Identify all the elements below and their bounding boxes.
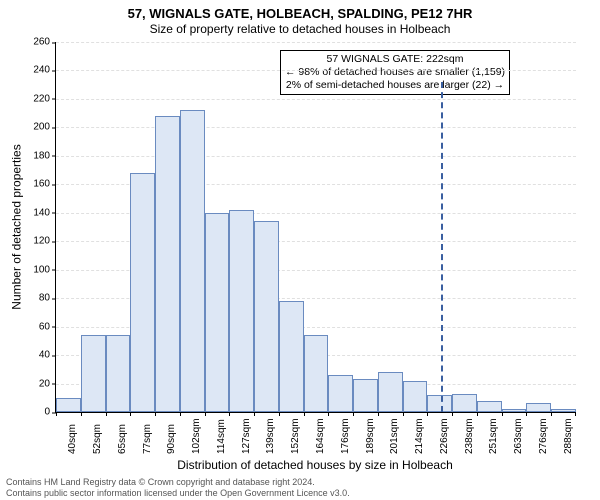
x-tick-mark [304,412,305,416]
plot-area: 57 WIGNALS GATE: 222sqm ← 98% of detache… [55,42,576,413]
y-tick: 120 [20,236,56,247]
x-tick-mark [254,412,255,416]
x-tick-mark [378,412,379,416]
histogram-bar [551,409,576,412]
histogram-bar [477,401,502,412]
annotation-line2: ← 98% of detached houses are smaller (1,… [285,66,505,79]
x-tick-mark [328,412,329,416]
y-axis-label-text: Number of detached properties [10,144,24,309]
y-tick: 160 [20,179,56,190]
grid-line [56,99,576,100]
histogram-bar [229,210,254,412]
x-tick: 65sqm [115,424,128,454]
x-tick-mark [205,412,206,416]
x-tick: 263sqm [511,418,524,454]
chart-wrap: 57, WIGNALS GATE, HOLBEACH, SPALDING, PE… [0,0,600,500]
histogram-bar [205,213,230,412]
x-tick: 139sqm [263,418,276,454]
histogram-bar [526,403,551,412]
x-tick-mark [427,412,428,416]
y-tick: 140 [20,207,56,218]
histogram-bar [427,395,452,412]
grid-line [56,70,576,71]
x-tick-mark [477,412,478,416]
x-tick-mark [155,412,156,416]
y-tick: 240 [20,65,56,76]
y-tick: 40 [20,350,56,361]
annotation-line1: 57 WIGNALS GATE: 222sqm [285,53,505,66]
histogram-bar [353,379,378,412]
histogram-bar [304,335,329,412]
x-tick-mark [279,412,280,416]
histogram-bar [180,110,205,412]
x-tick-mark [56,412,57,416]
x-tick-mark [551,412,552,416]
y-tick: 200 [20,122,56,133]
y-tick: 60 [20,321,56,332]
x-tick: 276sqm [536,418,549,454]
x-tick-mark [353,412,354,416]
x-tick-mark [106,412,107,416]
x-tick: 90sqm [164,424,177,454]
grid-line [56,42,576,43]
x-tick: 77sqm [140,424,153,454]
histogram-bar [452,394,477,413]
x-tick-mark [403,412,404,416]
x-tick-mark [575,412,576,416]
histogram-bar [81,335,106,412]
histogram-bar [56,398,81,412]
x-tick-mark [229,412,230,416]
x-axis-label: Distribution of detached houses by size … [55,458,575,472]
histogram-bar [106,335,131,412]
y-tick: 20 [20,378,56,389]
y-tick: 220 [20,93,56,104]
y-tick: 0 [20,407,56,418]
title-sub: Size of property relative to detached ho… [0,22,600,36]
histogram-bar [403,381,428,412]
x-tick-mark [452,412,453,416]
histogram-bar [328,375,353,412]
annotation-box: 57 WIGNALS GATE: 222sqm ← 98% of detache… [280,50,510,95]
histogram-bar [130,173,155,412]
y-tick: 80 [20,293,56,304]
annotation-line3: 2% of semi-detached houses are larger (2… [285,79,505,92]
histogram-bar [254,221,279,412]
x-tick-mark [130,412,131,416]
x-tick: 164sqm [313,418,326,454]
x-tick-mark [81,412,82,416]
x-tick: 226sqm [437,418,450,454]
x-tick: 114sqm [214,419,227,454]
histogram-bar [155,116,180,412]
x-tick: 238sqm [462,418,475,454]
y-tick: 100 [20,264,56,275]
title-main: 57, WIGNALS GATE, HOLBEACH, SPALDING, PE… [0,6,600,21]
x-tick-mark [526,412,527,416]
x-tick-mark [502,412,503,416]
footer-line1: Contains HM Land Registry data © Crown c… [6,477,350,487]
y-tick: 260 [20,37,56,48]
marker-line [441,82,443,412]
x-tick: 214sqm [412,418,425,454]
x-tick: 102sqm [189,418,202,454]
x-tick: 288sqm [561,418,574,454]
histogram-bar [279,301,304,412]
x-tick: 251sqm [486,418,499,454]
x-tick: 127sqm [239,418,252,454]
x-tick: 189sqm [363,418,376,454]
histogram-bar [502,409,527,412]
x-tick: 176sqm [338,418,351,454]
footer-attribution: Contains HM Land Registry data © Crown c… [6,477,350,498]
histogram-bar [378,372,403,412]
grid-line [56,156,576,157]
footer-line2: Contains public sector information licen… [6,488,350,498]
y-tick: 180 [20,150,56,161]
x-tick-mark [180,412,181,416]
x-tick: 152sqm [288,418,301,454]
grid-line [56,127,576,128]
x-tick: 52sqm [90,424,103,454]
x-tick: 201sqm [387,418,400,454]
x-tick: 40sqm [65,424,78,454]
